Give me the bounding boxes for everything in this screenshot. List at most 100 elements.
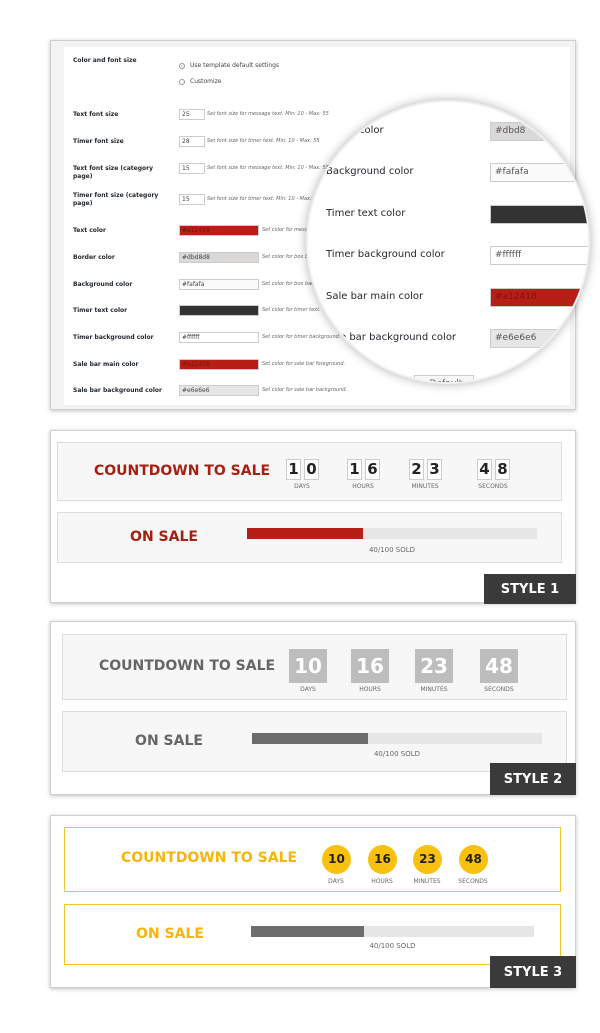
color-input[interactable]: #ffffff <box>179 332 259 343</box>
field-note: Set color for timer text. <box>262 307 321 313</box>
radio-label: Use template default settings <box>190 62 280 69</box>
field-label: Background color <box>326 166 414 177</box>
field-note: Set color for box border. <box>262 254 323 260</box>
color-input[interactable] <box>179 305 259 316</box>
sale-label: ON SALE <box>136 925 204 942</box>
field-note: Set font size for message text. Min: 10 … <box>207 111 329 117</box>
color-input[interactable]: #a12418 <box>179 359 259 370</box>
color-input[interactable] <box>490 205 588 224</box>
timer-unit-label: DAYS <box>328 878 344 885</box>
timer-digit: 2 <box>409 459 424 480</box>
timer-digit: 4 <box>477 459 492 480</box>
magnifier: color #dbd8 Background color #fafafa Timer t… <box>306 100 590 384</box>
color-input[interactable]: #e6e6e6 <box>179 385 259 396</box>
field-label: Timer font size (category page) <box>73 192 159 207</box>
sold-count: 40/100 SOLD <box>368 546 416 554</box>
progress-fill <box>251 926 365 937</box>
progress-bar <box>251 926 534 937</box>
timer-value: 16 <box>351 649 389 683</box>
style-badge: STYLE 2 <box>490 763 576 795</box>
radio-label: Customize <box>190 78 222 85</box>
color-input[interactable]: #fafafa <box>490 163 588 182</box>
timer-digit: 8 <box>495 459 510 480</box>
timer-unit-label: MINUTES <box>413 878 441 885</box>
field-label: color <box>359 125 384 136</box>
color-input[interactable]: #a12418 <box>179 225 259 236</box>
timer-unit-label: MINUTES <box>411 483 439 490</box>
style-panel: COUNTDOWN TO SALE 10 DAYS 16 HOURS 23 MINUTES 4… <box>50 621 576 795</box>
progress-bar <box>247 528 537 539</box>
progress-fill <box>247 528 363 539</box>
sale-label: ON SALE <box>135 732 203 749</box>
field-label: Text font size <box>73 111 119 118</box>
timer-unit-label: HOURS <box>371 878 393 885</box>
timer-unit-label: HOURS <box>352 483 374 490</box>
timer-unit-label: SECONDS <box>458 878 488 885</box>
default-button[interactable]: Default <box>414 375 474 382</box>
timer-value: 23 <box>413 845 442 874</box>
field-note: Set color for message text. <box>262 227 330 233</box>
countdown-title: COUNTDOWN TO SALE <box>98 658 276 674</box>
field-label: Timer text color <box>73 307 128 314</box>
field-label: Sale bar main color <box>73 361 139 368</box>
timer-unit-label: SECONDS <box>478 483 508 490</box>
sold-count: 40/100 SOLD <box>373 750 421 758</box>
sale-label: ON SALE <box>130 528 198 545</box>
number-input[interactable]: 15 <box>179 163 205 174</box>
timer-digit: 0 <box>304 459 319 480</box>
field-note: Set color for box background. <box>262 281 337 287</box>
timer-digit: 1 <box>286 459 301 480</box>
style-panel: COUNTDOWN TO SALE 10 DAYS 16 HOURS 23 MINUTES 4… <box>50 815 576 988</box>
number-input[interactable]: 15 <box>179 194 205 205</box>
color-input[interactable]: #a12418 <box>490 288 588 307</box>
timer-unit-label: SECONDS <box>484 686 514 693</box>
field-label: Timer background color <box>326 249 445 260</box>
sold-count: 40/100 SOLD <box>369 942 416 950</box>
timer-value: 48 <box>459 845 488 874</box>
timer-unit-label: DAYS <box>294 483 310 490</box>
color-input[interactable]: #fafafa <box>179 279 259 290</box>
timer-unit-label: DAYS <box>300 686 316 693</box>
timer-value: 10 <box>322 845 351 874</box>
number-input[interactable]: 28 <box>179 136 205 147</box>
field-label: e bar background color <box>340 332 457 343</box>
field-note: Set font size for timer text. Min: 10 - … <box>207 196 320 202</box>
color-input[interactable]: #e6e6e6 <box>490 329 588 348</box>
field-note: Set font size for message text. Min: 10 … <box>207 165 329 171</box>
color-input[interactable]: #dbd8d8 <box>179 252 259 263</box>
timer-digit: 3 <box>427 459 442 480</box>
field-label: Timer background color <box>73 334 154 341</box>
field-note: Set color for sale bar foreground. <box>262 361 346 367</box>
field-label: Sale bar background color <box>73 387 162 394</box>
color-input[interactable]: #ffffff <box>490 246 588 265</box>
timer-digit: 1 <box>347 459 362 480</box>
field-label: Background color <box>73 281 133 288</box>
timer-unit-label: MINUTES <box>420 686 448 693</box>
number-input[interactable]: 25 <box>179 109 205 120</box>
field-label: Text font size (category page) <box>73 165 154 180</box>
field-label: Timer text color <box>326 208 406 219</box>
timer-unit-label: HOURS <box>359 686 381 693</box>
field-note: Set font size for timer text. Min: 10 - … <box>207 138 320 144</box>
countdown-title: COUNTDOWN TO SALE <box>120 850 298 866</box>
timer-value: 16 <box>368 845 397 874</box>
field-note: Set color for sale bar background. <box>262 387 348 393</box>
color-input[interactable]: #dbd8 <box>490 122 588 141</box>
radio[interactable] <box>179 79 185 85</box>
countdown-title: COUNTDOWN TO SALE <box>93 463 271 479</box>
timer-digit: 6 <box>365 459 380 480</box>
timer-value: 10 <box>289 649 327 683</box>
style-badge: STYLE 1 <box>484 574 576 604</box>
timer-value: 48 <box>480 649 518 683</box>
timer-value: 23 <box>415 649 453 683</box>
progress-bar <box>252 733 542 744</box>
radio[interactable] <box>179 63 185 69</box>
field-label: Border color <box>73 254 115 261</box>
style-badge: STYLE 3 <box>490 956 576 988</box>
section-label: Color and font size <box>73 57 137 64</box>
field-label: Text color <box>73 227 107 234</box>
progress-fill <box>252 733 368 744</box>
field-label: Sale bar main color <box>326 291 424 302</box>
